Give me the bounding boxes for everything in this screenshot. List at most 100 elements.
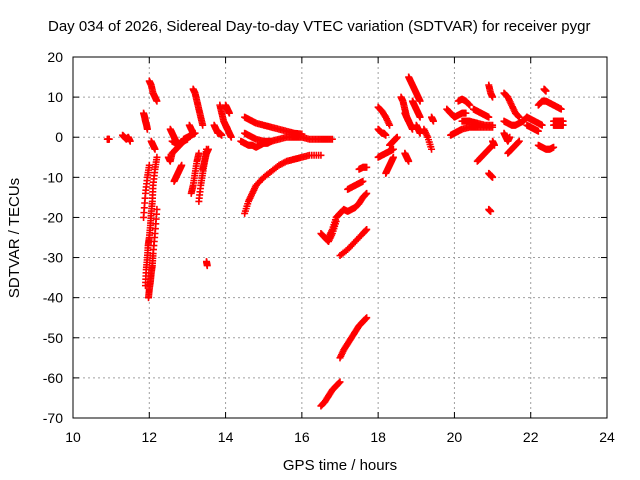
series-arc-62	[523, 113, 546, 129]
plot-frame	[72, 56, 608, 419]
data-point-marker	[328, 135, 336, 143]
series-arc-01	[103, 135, 113, 143]
series-arc-63	[523, 121, 542, 135]
data-point-marker	[489, 93, 497, 101]
y-tick-label: -60	[43, 370, 63, 386]
chart-title: Day 034 of 2026, Sidereal Day-to-day VTE…	[48, 18, 590, 35]
data-point-marker	[317, 151, 325, 159]
series-arc-51	[458, 117, 497, 129]
series-arc-54	[485, 81, 497, 101]
series-arc-22	[222, 101, 233, 117]
data-point-marker	[203, 262, 211, 270]
y-axis-label: SDTVAR / TECUs	[6, 178, 23, 298]
data-markers	[103, 73, 567, 410]
x-tick-label: 22	[523, 429, 539, 445]
series-arc-26	[237, 137, 275, 151]
data-point-marker	[153, 205, 161, 213]
x-tick-label: 14	[218, 429, 234, 445]
data-point-marker	[487, 207, 495, 215]
data-point-marker	[218, 131, 226, 139]
series-arc-11	[170, 161, 186, 185]
data-point-marker	[363, 163, 371, 171]
data-point-marker	[393, 133, 401, 141]
x-tick-label: 16	[294, 429, 310, 445]
data-point-marker	[153, 97, 161, 105]
series-arc-19	[203, 258, 211, 270]
series-arc-68	[550, 117, 567, 125]
series-arc-44	[401, 149, 413, 165]
data-point-marker	[506, 133, 514, 141]
series-arc-14	[185, 121, 197, 137]
data-point-marker	[489, 121, 497, 129]
series-arc-29	[325, 189, 371, 241]
data-point-marker	[386, 121, 394, 129]
y-tick-label: 20	[47, 49, 63, 65]
series-arc-56	[485, 205, 495, 215]
data-point-marker	[542, 87, 550, 95]
data-point-marker	[336, 378, 344, 386]
series-arc-38	[382, 153, 397, 177]
series-arc-39	[386, 133, 401, 149]
series-arc-03	[140, 161, 153, 221]
series-arc-20	[210, 121, 226, 139]
data-point-marker	[485, 113, 493, 121]
data-point-marker	[126, 137, 134, 145]
data-point-marker	[466, 101, 474, 109]
series-arc-31	[344, 177, 367, 193]
data-point-marker	[538, 121, 546, 129]
series-arc-33	[317, 378, 344, 410]
data-point-marker	[151, 145, 159, 153]
data-point-marker	[405, 157, 413, 165]
data-point-marker	[389, 153, 397, 161]
series-arc-48	[443, 105, 470, 121]
series-arc-52	[470, 105, 493, 121]
data-point-marker	[189, 129, 197, 137]
data-point-marker	[178, 161, 186, 169]
series-arc-57	[489, 137, 498, 149]
series-arc-36	[374, 125, 390, 139]
y-tick-label: -10	[43, 169, 63, 185]
data-point-marker	[550, 143, 558, 151]
y-tick-label: -50	[43, 330, 63, 346]
x-tick-label: 24	[599, 429, 615, 445]
series-arc-50	[454, 95, 474, 109]
data-point-marker	[429, 117, 437, 125]
data-point-marker	[267, 137, 275, 145]
series-arc-02	[119, 131, 134, 145]
y-tick-label: -30	[43, 250, 63, 266]
series-arc-30	[336, 225, 371, 260]
series-arc-58	[500, 89, 523, 121]
data-point-marker	[416, 129, 424, 137]
data-point-marker	[145, 161, 153, 169]
series-arc-41	[401, 109, 416, 133]
data-point-marker	[195, 149, 203, 157]
series-arc-46	[420, 125, 436, 153]
data-point-marker	[389, 145, 397, 153]
data-point-marker	[363, 225, 371, 233]
series-arc-32	[355, 163, 371, 173]
data-point-marker	[490, 141, 498, 149]
series-arc-61	[504, 137, 523, 157]
series-arc-24	[241, 113, 306, 138]
series-arc-47	[428, 113, 437, 125]
series-arc-64	[534, 141, 558, 153]
axis-ticks: 10 12 14 16 18 20 22 24 -70 -60 -50 -40 -30 -20 -10 0 10…	[43, 49, 615, 445]
series-arc-35	[374, 145, 397, 161]
data-point-marker	[143, 125, 151, 133]
data-point-marker	[363, 314, 371, 322]
data-point-marker	[227, 133, 235, 141]
x-tick-label: 12	[141, 429, 157, 445]
data-point-marker	[225, 109, 233, 117]
series-arc-66	[540, 85, 550, 95]
data-point-marker	[559, 117, 567, 125]
series-arc-15	[189, 85, 207, 129]
series-arc-65	[534, 97, 565, 113]
y-tick-label: -40	[43, 290, 63, 306]
y-tick-label: 0	[55, 129, 63, 145]
data-point-marker	[204, 145, 212, 153]
x-axis-label: GPS time / hours	[283, 457, 397, 474]
series-arc-42	[405, 73, 424, 105]
data-point-marker	[363, 189, 371, 197]
